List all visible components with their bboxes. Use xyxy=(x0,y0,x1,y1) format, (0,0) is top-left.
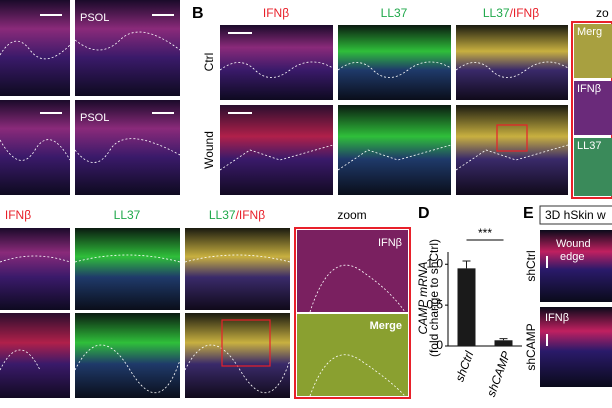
column-header: IFNβ xyxy=(263,6,289,20)
zoom-image xyxy=(574,138,612,196)
outline xyxy=(0,254,291,393)
x-tick-label: shCtrl xyxy=(452,349,476,384)
zoom-label: Merg xyxy=(577,26,602,38)
x-tick-label: shCAMP xyxy=(484,349,513,398)
micrograph xyxy=(338,105,451,195)
micrograph xyxy=(75,228,180,310)
column-header: LL37/IFNβ xyxy=(209,208,265,222)
zoom-image xyxy=(297,314,408,396)
marker xyxy=(546,334,548,346)
panel-c: IFNβ LL37 LL37/IFNβ zoom IFNβ Merge xyxy=(0,208,411,399)
row-label: shCAMP xyxy=(524,323,538,370)
annotation: edge xyxy=(560,251,584,263)
column-header: LL37/IFNβ xyxy=(483,6,539,20)
bar xyxy=(457,268,476,346)
title-box xyxy=(539,205,612,225)
panel-e: E 3D hSkin w Wound edge IFNβ shCtrl shCA… xyxy=(523,205,612,387)
micrograph xyxy=(75,100,180,195)
panel-b: B IFNβ LL37 LL37/IFNβ zo Ctrl Wound Merg… xyxy=(192,5,612,199)
outline xyxy=(309,264,406,397)
header-part: LL37 xyxy=(209,208,236,222)
bar xyxy=(494,340,513,346)
row-label: shCtrl xyxy=(524,250,538,281)
micrograph xyxy=(220,105,333,195)
micrograph xyxy=(0,313,70,398)
zoom-image xyxy=(297,230,408,312)
zoom-label: IFNβ xyxy=(577,83,601,95)
zoom-box xyxy=(221,319,271,367)
scale-bar xyxy=(228,32,252,34)
stain-label: IFNβ xyxy=(545,312,569,324)
significance: *** xyxy=(478,226,492,240)
zoom-frame xyxy=(294,227,411,399)
column-header: LL37 xyxy=(114,208,141,222)
micrograph xyxy=(185,313,290,398)
marker xyxy=(546,256,548,268)
header-part: /IFNβ xyxy=(510,6,540,20)
panel-letter: E xyxy=(523,205,534,222)
panel-label: PSOL xyxy=(80,12,109,24)
scale-bar xyxy=(228,112,252,114)
y-axis-label: (fold change to shCtrl) xyxy=(427,239,441,357)
y-tick-label: 0 xyxy=(436,338,443,352)
micrograph xyxy=(0,100,70,195)
micrograph xyxy=(540,307,612,387)
micrograph xyxy=(456,105,568,195)
zoom-label: IFNβ xyxy=(378,237,402,249)
micrograph xyxy=(185,228,290,310)
row-label: Ctrl xyxy=(202,53,216,72)
column-header: zoom xyxy=(337,208,366,222)
column-header: LL37 xyxy=(381,6,408,20)
zoom-frame xyxy=(571,21,612,199)
y-axis-label: CAMP mRNA xyxy=(416,262,430,335)
outline xyxy=(219,61,569,171)
zoom-label: LL37 xyxy=(577,140,601,152)
y-tick-label: 1.0 xyxy=(426,256,443,270)
scale-bar xyxy=(40,112,62,114)
zoom-label: Merge xyxy=(370,320,402,332)
zoom-image xyxy=(574,24,612,78)
panel-a-images: PSOL PSOL xyxy=(0,0,181,195)
annotation: Wound xyxy=(556,238,591,250)
panel-letter: D xyxy=(418,205,430,222)
zoom-box xyxy=(496,124,528,152)
header-part: LL37 xyxy=(483,6,510,20)
column-header: zo xyxy=(596,6,609,20)
row-label: Wound xyxy=(202,131,216,169)
y-tick-label: 0.5 xyxy=(426,297,443,311)
scale-bar xyxy=(40,14,62,16)
header-part: /IFNβ xyxy=(236,208,266,222)
panel-label: PSOL xyxy=(80,112,109,124)
panel-title: 3D hSkin w xyxy=(545,208,606,222)
column-header: IFNβ xyxy=(5,208,31,222)
scale-bar xyxy=(152,112,174,114)
zoom-image xyxy=(574,81,612,135)
micrograph xyxy=(75,313,180,398)
micrograph xyxy=(0,228,70,310)
panel-letter: B xyxy=(192,5,204,22)
scale-bar xyxy=(152,14,174,16)
micrograph xyxy=(540,230,612,302)
